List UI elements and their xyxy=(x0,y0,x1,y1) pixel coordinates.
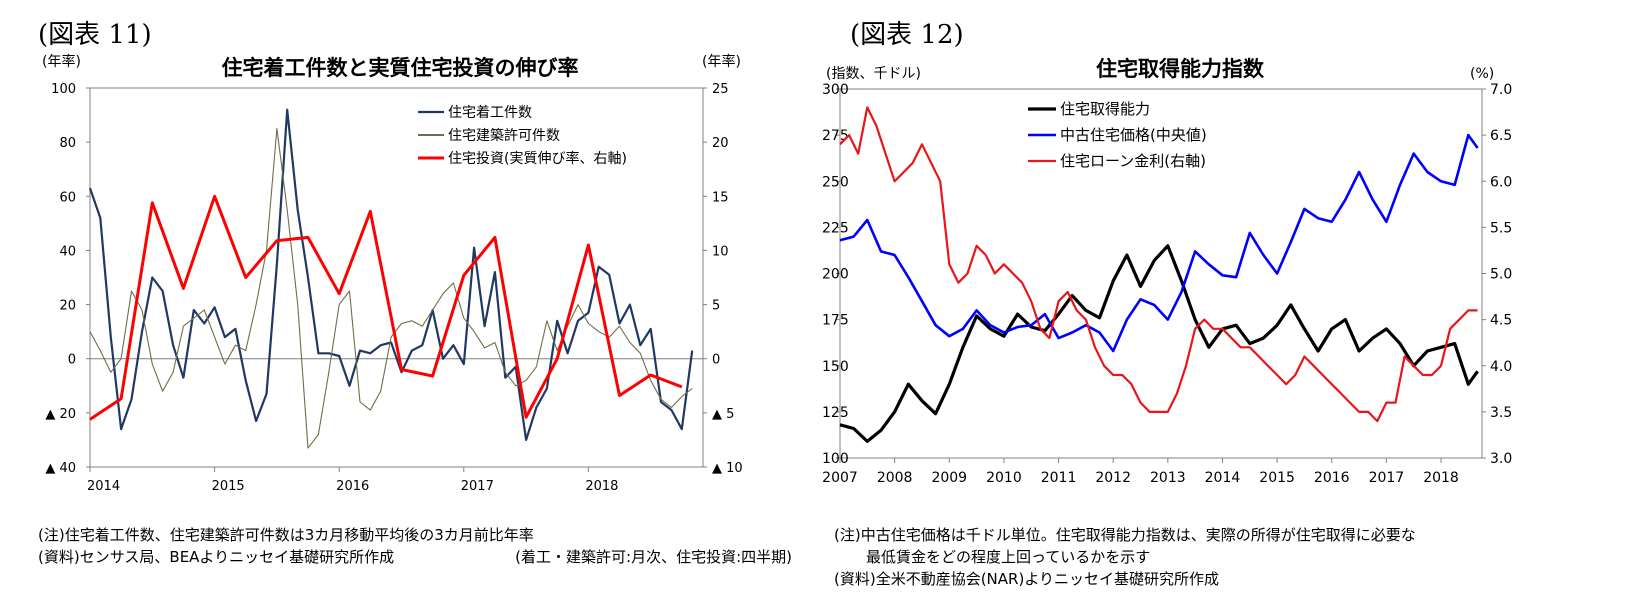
series-line-2 xyxy=(89,128,693,449)
right-axis-tick-label: 0 xyxy=(712,353,720,368)
affordability-chart: 住宅取得能力指数 (指数、千ドル) (%) 100 125 150 175 200 225 250… xyxy=(822,57,1512,486)
left-axis-tick-label: 150 xyxy=(822,359,849,375)
right-axis-tick-label: 5.0 xyxy=(1490,267,1512,283)
left-axis-tick-label: 275 xyxy=(822,128,849,144)
left-frequency-note: (着工・建築許可:月次、住宅投資:四半期) xyxy=(515,548,792,566)
left-axis-tick-label: 100 xyxy=(51,82,76,97)
right-axis-tick-label: 7.0 xyxy=(1490,82,1512,98)
series-line-2 xyxy=(839,133,1479,353)
right-axis-unit-label: (%) xyxy=(1470,66,1494,82)
legend-label-2: 住宅建築許可件数 xyxy=(448,128,560,144)
x-axis-tick-label: 2016 xyxy=(1314,470,1350,486)
left-axis-unit-label: (指数、千ドル) xyxy=(826,66,921,82)
x-axis-tick-label: 2014 xyxy=(87,479,120,494)
right-axis-tick-label: 6.5 xyxy=(1490,128,1512,144)
x-axis-tick-label: 2016 xyxy=(336,479,369,494)
x-axis-tick-label: 2017 xyxy=(1369,470,1405,486)
left-axis-tick-label: 20 xyxy=(59,299,76,314)
left-axis-tick-label: 40 xyxy=(59,244,76,259)
x-axis-tick-label: 2009 xyxy=(931,470,967,486)
right-axis-tick-label: 3.5 xyxy=(1490,405,1512,421)
series-line-3 xyxy=(89,194,683,421)
x-axis-tick-label: 2011 xyxy=(1041,470,1077,486)
chart-title: 住宅取得能力指数 xyxy=(1096,57,1265,81)
left-figure-panel: (図表 11) 住宅着工件数と実質住宅投資の伸び率 (年率) (年率) ▲ 40 ▲ 2… xyxy=(38,20,792,566)
left-axis-tick-label: ▲ 20 xyxy=(45,407,76,422)
legend-label-3: 住宅ローン金利(右軸) xyxy=(1060,152,1206,170)
x-axis-tick-label: 2015 xyxy=(212,479,245,494)
figure-12-label: (図表 12) xyxy=(850,20,964,50)
right-axis-tick-label: ▲ 5 xyxy=(712,407,734,422)
x-axis-tick-label: 2012 xyxy=(1095,470,1131,486)
x-axis-tick-label: 2017 xyxy=(461,479,494,494)
plot-area-frame xyxy=(89,87,704,468)
chart-title: 住宅着工件数と実質住宅投資の伸び率 xyxy=(222,56,579,80)
right-figure-panel: (図表 12) 住宅取得能力指数 (指数、千ドル) (%) 100 125 150 175 2… xyxy=(820,0,1640,609)
x-axis-tick-label: 2007 xyxy=(822,470,858,486)
legend-label-1: 住宅取得能力 xyxy=(1060,100,1150,118)
left-axis-tick-label: 225 xyxy=(822,220,849,236)
left-axis-tick-label: 60 xyxy=(59,190,76,205)
left-axis-tick-label: 100 xyxy=(822,451,849,467)
x-axis-tick-label: 2018 xyxy=(1423,470,1459,486)
right-axis-tick-label: 4.5 xyxy=(1490,313,1512,329)
left-axis-tick-label: ▲ 40 xyxy=(45,461,76,476)
right-note-cont: 最低賃金をどの程度上回っているかを示す xyxy=(866,548,1151,566)
right-axis-tick-label: 5.5 xyxy=(1490,220,1512,236)
x-axis-tick-label: 2010 xyxy=(986,470,1022,486)
left-axis-tick-label: 0 xyxy=(68,353,76,368)
figure-11-label: (図表 11) xyxy=(38,20,152,50)
right-axis-tick-label: 25 xyxy=(712,82,729,97)
legend-label-3: 住宅投資(実質伸び率、右軸) xyxy=(448,150,627,167)
legend-label-2: 中古住宅価格(中央値) xyxy=(1060,126,1207,144)
right-axis-tick-label: 6.0 xyxy=(1490,174,1512,190)
x-axis-tick-label: 2014 xyxy=(1205,470,1241,486)
right-axis-tick-label: 3.0 xyxy=(1490,451,1512,467)
left-axis-tick-label: 125 xyxy=(822,405,849,421)
series-line-1 xyxy=(88,108,694,441)
left-axis-tick-label: 80 xyxy=(59,136,76,151)
left-axis-unit-label: (年率) xyxy=(42,53,81,70)
right-note: (注)中古住宅価格は千ドル単位。住宅取得能力指数は、実際の所得が住宅取得に必要な xyxy=(834,526,1416,544)
left-axis-tick-label: 300 xyxy=(822,82,849,98)
x-axis-tick-label: 2008 xyxy=(877,470,913,486)
series-line-3 xyxy=(839,106,1478,423)
left-note: (注)住宅着工件数、住宅建築許可件数は3カ月移動平均後の3カ月前比年率 xyxy=(38,526,534,544)
left-axis-tick-label: 200 xyxy=(822,267,849,283)
right-axis-tick-label: 5 xyxy=(712,299,720,314)
right-axis-tick-label: 15 xyxy=(712,190,729,205)
right-axis-tick-label: 20 xyxy=(712,136,729,151)
right-source: (資料)全米不動産協会(NAR)よりニッセイ基礎研究所作成 xyxy=(834,570,1220,588)
x-axis-tick-label: 2018 xyxy=(585,479,618,494)
left-axis-tick-label: 250 xyxy=(822,174,849,190)
x-axis-tick-label: 2015 xyxy=(1259,470,1295,486)
right-axis-tick-label: ▲ 10 xyxy=(712,461,743,476)
housing-starts-chart: 住宅着工件数と実質住宅投資の伸び率 (年率) (年率) ▲ 40 ▲ 20 0 20 40 60… xyxy=(42,53,743,494)
series-line-1 xyxy=(839,244,1479,443)
x-axis-tick-label: 2013 xyxy=(1150,470,1186,486)
right-axis-tick-label: 4.0 xyxy=(1490,359,1512,375)
left-axis-tick-label: 175 xyxy=(822,313,849,329)
right-axis-tick-label: 10 xyxy=(712,244,729,259)
right-axis-unit-label: (年率) xyxy=(702,53,741,70)
legend-label-1: 住宅着工件数 xyxy=(448,105,532,121)
left-source: (資料)センサス局、BEAよりニッセイ基礎研究所作成 xyxy=(38,548,395,566)
